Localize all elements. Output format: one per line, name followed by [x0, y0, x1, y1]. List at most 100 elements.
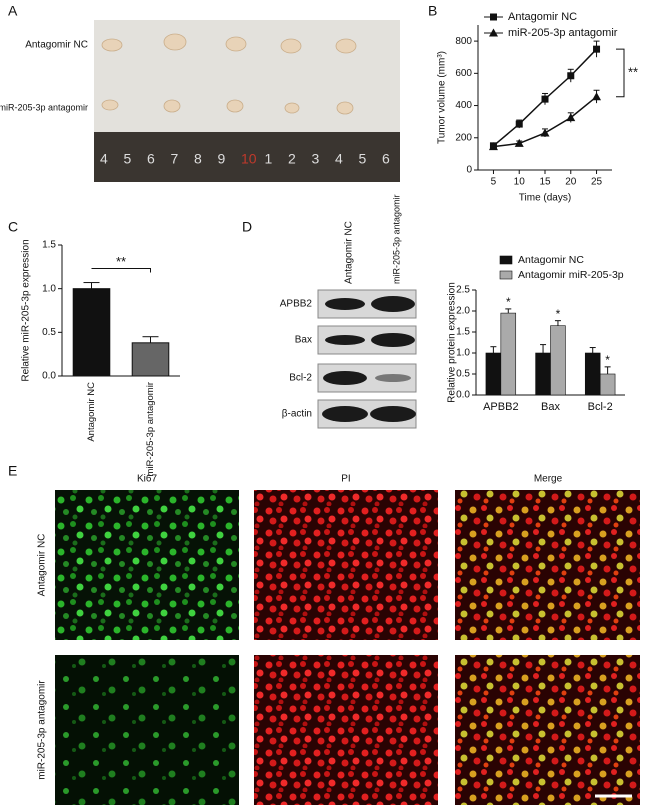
ruler: [94, 132, 400, 182]
y-tick-label: 0.0: [456, 390, 470, 401]
row-label: Antagomir NC: [25, 40, 88, 51]
column-label: PI: [341, 474, 350, 485]
column-label: Ki67: [137, 474, 157, 485]
row-label: Antagomir NC: [37, 534, 48, 597]
micrograph: [455, 655, 640, 805]
legend-label: Antagomir miR-205-3p: [518, 269, 624, 281]
row-label: Bax: [295, 335, 312, 346]
annotation: **: [116, 254, 126, 269]
bands: [322, 296, 416, 422]
marker: [488, 142, 498, 151]
x-tick-label: APBB2: [483, 401, 518, 413]
ruler-number: 4: [335, 151, 343, 167]
panel-label: D: [242, 219, 252, 235]
x-tick-label: 10: [514, 177, 526, 188]
y-tick-label: 0.0: [42, 371, 56, 382]
row-label: APBB2: [280, 299, 313, 310]
bar: [500, 312, 517, 396]
y-tick-label: 0.5: [456, 369, 470, 380]
row-label: Bcl-2: [289, 373, 312, 384]
ruler-number: 8: [194, 151, 202, 167]
annotation: **: [628, 64, 638, 79]
ruler-number: 10: [241, 151, 257, 167]
x-tick-label: miR-205-3p antagomir: [145, 382, 156, 477]
ruler-number: 4: [100, 151, 108, 167]
marker: [515, 120, 523, 128]
marker: [566, 113, 576, 122]
legend-label: Antagomir NC: [518, 254, 584, 266]
x-axis-label: Time (days): [519, 193, 571, 204]
legend-label: miR-205-3p antagomir: [508, 27, 618, 39]
tumors: [101, 33, 357, 115]
x-tick-label: 25: [591, 177, 603, 188]
ruler-number: 5: [124, 151, 132, 167]
legend-label: Antagomir NC: [508, 11, 577, 23]
bar: [72, 288, 111, 377]
y-tick-label: 2.0: [456, 306, 470, 317]
ruler-number: 3: [312, 151, 320, 167]
y-axis-label: Relative protein expression: [447, 282, 458, 403]
ruler-number: 5: [359, 151, 367, 167]
column-label: miR-205-3p antagomir: [391, 194, 401, 284]
ruler-number: 7: [171, 151, 179, 167]
y-tick-label: 1.0: [42, 283, 56, 294]
column-label: Antagomir NC: [344, 221, 355, 284]
x-tick-label: Bcl-2: [588, 401, 613, 413]
micrograph: [254, 490, 438, 640]
y-tick-label: 800: [455, 36, 472, 47]
bar: [599, 373, 616, 396]
bracket: [616, 48, 625, 98]
marker: [592, 92, 602, 101]
x-tick-label: 20: [565, 177, 577, 188]
legend-swatch: [499, 255, 513, 265]
ruler-number: 1: [265, 151, 273, 167]
y-axis-label: Tumor volume (mm³): [437, 51, 448, 144]
legend-swatch: [499, 270, 513, 280]
bar: [550, 325, 566, 396]
micrograph: [455, 490, 640, 640]
panel-label: A: [8, 3, 18, 19]
x-tick-label: Bax: [541, 401, 560, 413]
y-tick-label: 600: [455, 68, 472, 79]
y-tick-label: 0: [466, 165, 472, 176]
row-label: β-actin: [282, 409, 312, 420]
y-tick-label: 0.5: [42, 327, 56, 338]
annotation: *: [605, 353, 610, 367]
panel-label: C: [8, 219, 18, 235]
ruler-number: 9: [218, 151, 226, 167]
y-tick-label: 200: [455, 132, 472, 143]
y-tick-label: 1.0: [456, 348, 470, 359]
y-tick-label: 1.5: [456, 327, 470, 338]
blot-panel: [317, 289, 417, 429]
ruler-number: 6: [382, 151, 390, 167]
y-tick-label: 2.5: [456, 285, 470, 296]
marker: [514, 138, 524, 147]
y-axis-label: Relative miR-205-3p expression: [21, 239, 32, 381]
ruler-number: 2: [288, 151, 296, 167]
bar: [131, 342, 170, 377]
y-tick-label: 400: [455, 100, 472, 111]
bracket: [91, 268, 151, 273]
marker: [541, 95, 549, 103]
bar: [485, 352, 502, 396]
x-tick-label: 15: [539, 177, 551, 188]
ruler-number: 6: [147, 151, 155, 167]
column-label: Merge: [534, 474, 563, 485]
marker: [540, 128, 550, 137]
panel-label: E: [8, 463, 17, 479]
bar: [584, 352, 601, 396]
marker: [567, 72, 575, 80]
x-tick-label: 5: [491, 177, 497, 188]
row-label: miR-205-3p antagomir: [37, 680, 48, 780]
x-tick-label: Antagomir NC: [86, 382, 97, 442]
bar: [535, 352, 551, 396]
micrograph: [254, 655, 438, 805]
marker: [593, 45, 601, 53]
row-label: miR-205-3p antagomir: [0, 102, 88, 112]
micrograph: [55, 655, 239, 805]
y-tick-label: 1.5: [42, 240, 56, 251]
annotation: *: [506, 295, 511, 309]
annotation: *: [556, 307, 561, 321]
panel-label: B: [428, 3, 437, 19]
